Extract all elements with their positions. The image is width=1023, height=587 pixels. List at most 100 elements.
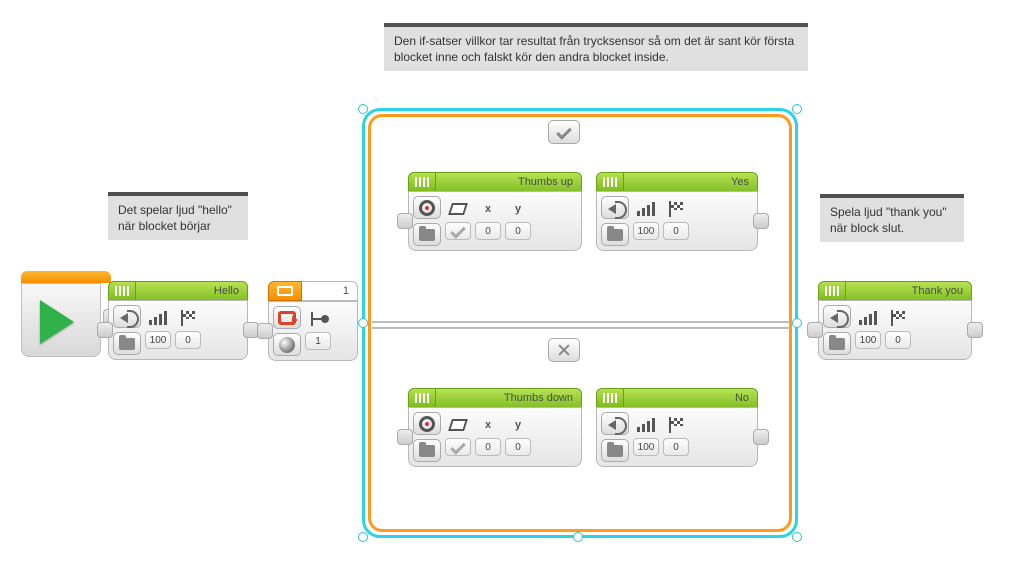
connector-in[interactable] [257,323,273,339]
start-block[interactable] [21,281,111,357]
mode-speaker[interactable] [601,196,629,219]
display-block-thumbs-down[interactable]: Thumbs down x 0 y 0 [408,388,582,467]
resize-handle[interactable] [792,532,802,542]
volume-icon [633,198,659,220]
switch-mode-loop[interactable] [273,306,301,329]
x-label: x [475,414,501,436]
connector-in[interactable] [397,213,413,229]
playtype-value[interactable]: 0 [663,438,689,456]
block-file-name[interactable]: Yes [624,172,758,192]
playtype-icon [175,307,201,329]
clear-icon [445,198,471,220]
comment-hello: Det spelar ljud "hello" när blocket börj… [108,192,248,240]
connector-in[interactable] [807,322,823,338]
block-file-name[interactable]: Thumbs up [436,172,582,192]
folder-icon [829,338,845,350]
switch-state[interactable]: 1 [305,332,331,350]
block-header-icon [408,388,436,408]
block-file-name[interactable]: Hello [136,281,248,301]
start-cap [21,271,111,283]
y-value[interactable]: 0 [505,438,531,456]
switch-block[interactable]: 1 1 [268,281,358,361]
folder-icon [419,445,435,457]
block-header-icon [596,172,624,192]
clear-value[interactable] [445,438,471,456]
case-false-badge[interactable] [548,338,580,362]
x-icon [557,343,571,357]
resize-handle[interactable] [358,104,368,114]
playtype-value[interactable]: 0 [663,222,689,240]
volume-value[interactable]: 100 [633,222,659,240]
block-file-name[interactable]: Thank you [846,281,972,301]
y-value[interactable]: 0 [505,222,531,240]
volume-icon [145,307,171,329]
switch-port[interactable]: 1 [302,281,358,301]
connector-in[interactable] [97,322,113,338]
mode-file[interactable] [413,223,441,246]
connector-out[interactable] [753,213,769,229]
connector-in[interactable] [397,429,413,445]
sound-block-yes[interactable]: Yes 100 0 [596,172,758,251]
speaker-icon [606,199,624,217]
block-header-icon [108,281,136,301]
sound-block-thank-you[interactable]: Thank you 100 0 [818,281,972,360]
mode-file[interactable] [413,439,441,462]
sound-block-no[interactable]: No 100 0 [596,388,758,467]
folder-icon [419,229,435,241]
playtype-value[interactable]: 0 [175,331,201,349]
resize-handle[interactable] [358,318,368,328]
block-file-name[interactable]: Thumbs down [436,388,582,408]
clear-icon [445,414,471,436]
resize-handle[interactable] [573,532,583,542]
y-label: y [505,198,531,220]
display-block-thumbs-up[interactable]: Thumbs up x 0 y 0 [408,172,582,251]
clear-value[interactable] [445,222,471,240]
switch-header-icon [268,281,302,301]
connector-out[interactable] [967,322,983,338]
mode-file[interactable] [113,332,141,355]
mode-file[interactable] [601,439,629,462]
block-header-icon [818,281,846,301]
folder-icon [119,338,135,350]
x-value[interactable]: 0 [475,222,501,240]
touch-sensor-icon [279,337,295,353]
volume-value[interactable]: 100 [145,331,171,349]
case-true-badge[interactable] [548,120,580,144]
block-header-icon [408,172,436,192]
display-icon [419,200,435,216]
switch-mode-sensor[interactable] [273,333,301,356]
volume-icon [633,414,659,436]
comment-text: Spela ljud "thank you" när block slut. [830,205,947,235]
x-label: x [475,198,501,220]
volume-value[interactable]: 100 [633,438,659,456]
playtype-icon [663,198,689,220]
mode-speaker[interactable] [823,305,851,328]
play-icon [40,300,74,344]
mode-file[interactable] [823,332,851,355]
mode-speaker[interactable] [601,412,629,435]
comment-text: Det spelar ljud "hello" när blocket börj… [118,203,232,233]
volume-value[interactable]: 100 [855,331,881,349]
resize-handle[interactable] [792,104,802,114]
volume-icon [855,307,881,329]
playtype-value[interactable]: 0 [885,331,911,349]
resize-handle[interactable] [358,532,368,542]
block-file-name[interactable]: No [624,388,758,408]
start-body [21,283,101,357]
sound-block-hello[interactable]: Hello 100 0 [108,281,248,360]
connector-out[interactable] [753,429,769,445]
y-label: y [505,414,531,436]
loop-icon [278,311,296,325]
x-value[interactable]: 0 [475,438,501,456]
folder-icon [607,445,623,457]
resize-handle[interactable] [792,318,802,328]
mode-display[interactable] [413,196,441,219]
block-header-icon [596,388,624,408]
playtype-icon [885,307,911,329]
playtype-icon [663,414,689,436]
comment-thanks: Spela ljud "thank you" när block slut. [820,194,964,242]
mode-file[interactable] [601,223,629,246]
mode-display[interactable] [413,412,441,435]
switch-input-icon [305,308,331,330]
mode-speaker[interactable] [113,305,141,328]
